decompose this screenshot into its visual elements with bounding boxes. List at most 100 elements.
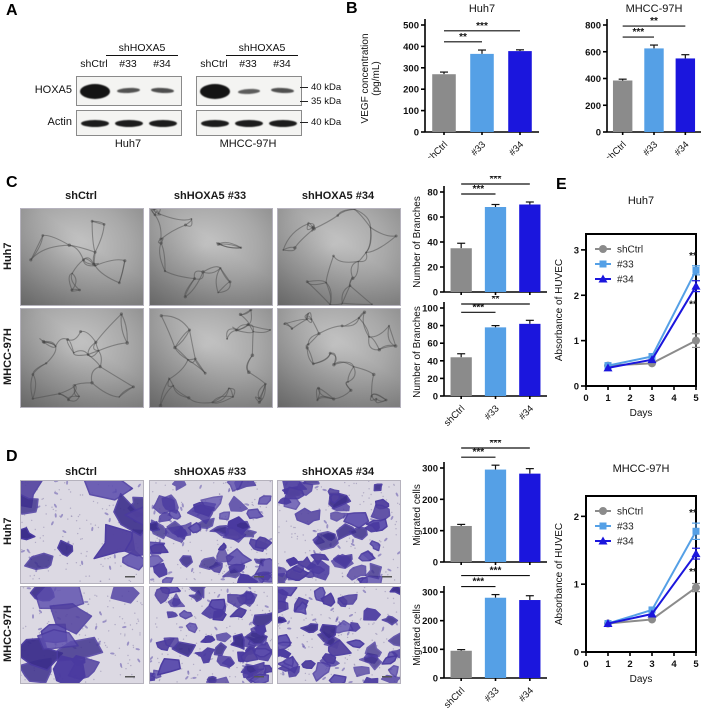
lane-label: #34	[273, 58, 291, 70]
panel-d-col-header-sh34: shHOXA5 #34	[301, 466, 375, 478]
panel-d-row-label-huh7: Huh7	[2, 517, 14, 545]
lane-label: shCtrl	[80, 58, 108, 70]
knockdown-group-label: shHOXA5	[106, 42, 178, 56]
svg-text:200: 200	[585, 101, 601, 112]
svg-text:#33: #33	[617, 260, 634, 271]
svg-text:**: **	[689, 508, 697, 519]
svg-text:200: 200	[422, 495, 438, 506]
size-marker-label: 40 kDa	[311, 82, 342, 93]
protein-band	[117, 87, 141, 95]
protein-label-hoxa5: HOXA5	[34, 84, 72, 96]
svg-text:#33: #33	[483, 403, 502, 422]
svg-text:4: 4	[671, 393, 677, 404]
svg-text:200: 200	[422, 616, 438, 627]
svg-text:Number of Branches: Number of Branches	[412, 306, 423, 398]
svg-text:100: 100	[422, 645, 438, 656]
svg-text:#34: #34	[517, 685, 536, 704]
migration-image-huh7-shctrl	[20, 480, 144, 584]
huvec-huh7-chart: 0 1 2 3 0 1 2 3 4 5 shCtrl #33 #34 ** ** Huh7 Absorbance…	[554, 195, 701, 419]
svg-text:#33: #33	[617, 522, 634, 533]
panel-c-col-header-shctrl: shCtrl	[65, 190, 97, 202]
svg-text:2: 2	[627, 393, 632, 404]
svg-text:***: ***	[472, 577, 484, 588]
panel-e-label: E	[556, 176, 567, 193]
svg-text:1: 1	[574, 336, 580, 347]
svg-text:MHCC-97H: MHCC-97H	[613, 463, 670, 475]
svg-text:#34: #34	[617, 275, 634, 286]
svg-text:VEGF concentration: VEGF concentration	[360, 33, 371, 123]
protein-band	[200, 83, 230, 99]
svg-text:#33: #33	[483, 685, 502, 704]
protein-band	[237, 88, 261, 94]
svg-text:200: 200	[403, 85, 419, 96]
svg-text:300: 300	[422, 464, 438, 475]
knockdown-group-label: shHOXA5	[226, 42, 298, 56]
svg-text:Huh7: Huh7	[628, 195, 654, 207]
svg-text:400: 400	[403, 42, 419, 53]
protein-band	[81, 119, 109, 127]
panel-d-col-header-sh33: shHOXA5 #33	[173, 466, 247, 478]
panel-c-row-label-huh7: Huh7	[2, 242, 14, 270]
svg-text:2: 2	[574, 291, 579, 302]
svg-text:1: 1	[605, 393, 611, 404]
blot-cell-line-label: MHCC-97H	[219, 138, 277, 150]
svg-text:shCtrl: shCtrl	[442, 685, 467, 710]
svg-text:100: 100	[422, 304, 438, 315]
svg-text:#34: #34	[617, 537, 634, 548]
svg-text:0: 0	[433, 392, 438, 403]
protein-band	[115, 119, 143, 127]
panel-c-row-label-mhcc97h: MHCC-97H	[2, 328, 14, 386]
svg-text:shCtrl: shCtrl	[617, 245, 643, 256]
lane-label: #33	[239, 58, 257, 70]
svg-text:0: 0	[574, 382, 579, 393]
svg-text:80: 80	[427, 321, 438, 332]
svg-text:***: ***	[472, 447, 484, 458]
svg-text:shCtrl: shCtrl	[603, 139, 628, 158]
svg-text:***: ***	[490, 440, 502, 449]
tube-formation-image-mhcc97h-shhoxa5-33	[149, 308, 273, 408]
protein-label-actin: Actin	[47, 116, 72, 128]
svg-text:500: 500	[403, 21, 419, 32]
migration-image-huh7-shhoxa5-33	[149, 480, 273, 584]
tube-formation-image-huh7-shhoxa5-33	[149, 208, 273, 306]
size-marker: 40 kDa	[300, 117, 341, 128]
svg-text:***: ***	[632, 27, 644, 38]
svg-text:**: **	[689, 300, 697, 311]
svg-text:MHCC-97H: MHCC-97H	[626, 3, 683, 15]
svg-text:100: 100	[403, 106, 419, 117]
size-marker-tick	[300, 121, 308, 124]
protein-band	[271, 87, 295, 95]
svg-text:Number of Branches: Number of Branches	[412, 196, 423, 288]
svg-text:5: 5	[693, 659, 699, 670]
svg-text:60: 60	[427, 213, 438, 224]
migration-image-mhcc97h-shhoxa5-34	[277, 586, 401, 684]
svg-text:1: 1	[574, 580, 580, 591]
svg-text:40: 40	[427, 356, 438, 367]
svg-text:***: ***	[490, 176, 502, 185]
svg-text:shCtrl: shCtrl	[442, 403, 467, 428]
scale-bar	[382, 676, 392, 678]
svg-text:400: 400	[585, 74, 601, 85]
tube-formation-image-huh7-shhoxa5-34	[277, 208, 401, 306]
panel-c-label: C	[6, 174, 18, 191]
svg-text:300: 300	[403, 63, 419, 74]
svg-text:Huh7: Huh7	[469, 3, 495, 15]
svg-text:***: ***	[490, 566, 502, 577]
hoxa5-blot-MHCC-97H	[196, 76, 302, 106]
protein-band	[269, 119, 297, 127]
svg-text:Absorbance of HUVEC: Absorbance of HUVEC	[554, 259, 565, 361]
svg-text:**: **	[689, 251, 697, 262]
svg-text:***: ***	[472, 184, 484, 195]
blot-cell-line-label: Huh7	[114, 138, 142, 150]
migration-image-huh7-shhoxa5-34	[277, 480, 401, 584]
svg-text:**: **	[689, 567, 697, 578]
svg-text:0: 0	[433, 674, 438, 685]
size-marker: 35 kDa	[300, 96, 341, 107]
tube-formation-image-mhcc97h-shctrl	[20, 308, 144, 408]
svg-text:40: 40	[427, 238, 438, 249]
actin-blot-MHCC-97H	[196, 110, 302, 136]
svg-text:5: 5	[693, 393, 699, 404]
svg-text:2: 2	[627, 659, 632, 670]
